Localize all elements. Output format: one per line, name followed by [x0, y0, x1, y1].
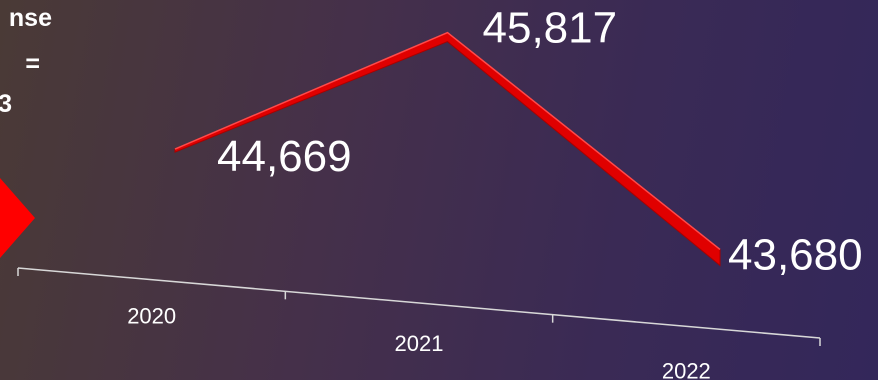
data-label-2020: 44,669 — [217, 132, 352, 181]
cropped-side-text: nse = 3 — [0, 0, 60, 140]
x-tick-label-2022: 2022 — [662, 358, 711, 380]
side-text-line-1: nse — [8, 4, 52, 32]
data-label-2021: 45,817 — [483, 4, 618, 53]
side-text-line-2: = — [25, 50, 40, 78]
side-text-line-3: 3 — [0, 90, 12, 118]
x-axis — [17, 267, 821, 339]
x-tick-label-2021: 2021 — [395, 331, 444, 356]
series-line-edge — [174, 31, 721, 251]
x-tick-label-2020: 2020 — [127, 304, 176, 329]
side-marker — [0, 178, 35, 258]
data-label-2022: 43,680 — [728, 230, 863, 279]
